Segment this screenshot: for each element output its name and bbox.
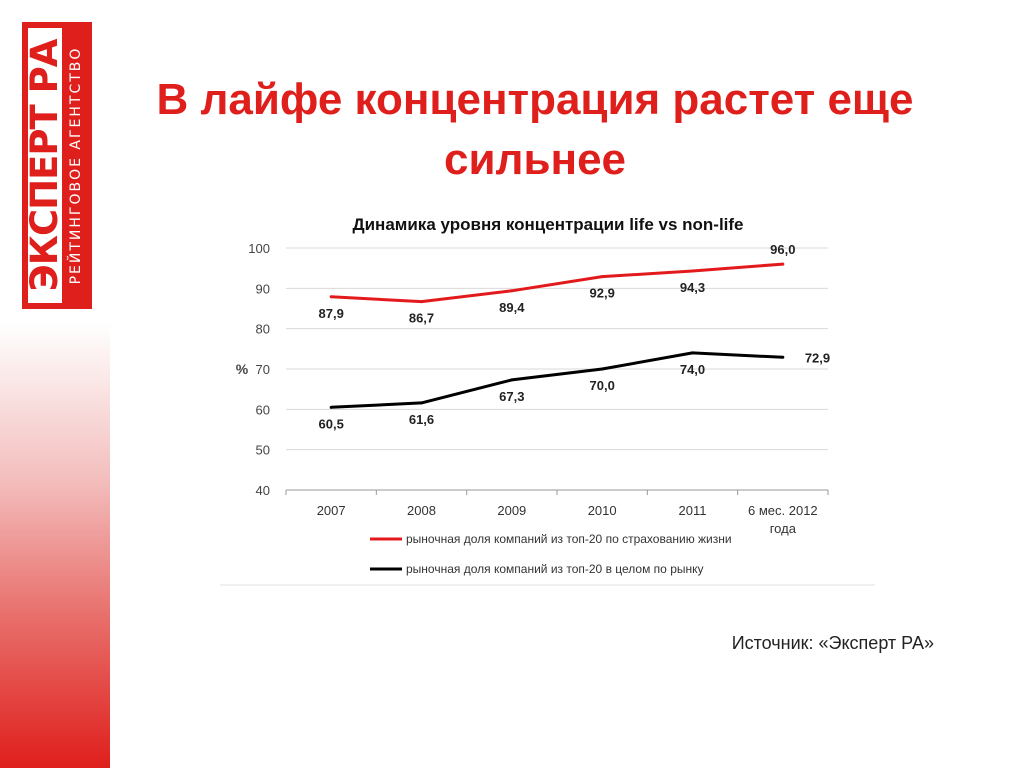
data-label: 70,0	[590, 378, 615, 393]
data-label: 60,5	[319, 416, 344, 431]
life-series-line	[331, 262, 783, 304]
data-point	[691, 351, 694, 355]
data-point	[420, 300, 423, 304]
x-tick-label: 2010	[588, 503, 617, 518]
chart-container: Динамика уровня концентрации life vs non…	[220, 205, 880, 590]
data-label: 89,4	[499, 300, 525, 315]
market-series-line	[331, 351, 783, 409]
x-tick-label: 6 мес. 2012	[748, 503, 818, 518]
data-label: 87,9	[319, 306, 344, 321]
data-label: 86,7	[409, 311, 434, 326]
logo-subtitle-text: РЕЙТИНГОВОЕ АГЕНТСТВО	[68, 46, 84, 285]
data-label: 94,3	[680, 280, 705, 295]
data-label: 72,9	[805, 350, 830, 365]
y-axis-label: %	[236, 361, 249, 377]
logo-main-text: ЭКСПЕРТ РА	[28, 28, 62, 303]
data-label: 61,6	[409, 412, 434, 427]
source-note: Источник: «Эксперт РА»	[731, 633, 934, 653]
data-point	[781, 355, 785, 359]
data-point	[510, 289, 514, 293]
x-tick-label: 2011	[679, 503, 707, 518]
data-point	[420, 401, 423, 405]
chart-title: Динамика уровня концентрации life vs non…	[353, 215, 744, 234]
y-tick-label: 90	[256, 281, 270, 296]
y-tick-label: 60	[256, 402, 270, 417]
line-chart: Динамика уровня концентрации life vs non…	[220, 215, 875, 586]
data-label: 67,3	[499, 389, 524, 404]
data-point	[600, 275, 604, 279]
data-label: 74,0	[680, 362, 705, 377]
slide-title: В лайфе концентрация растет еще сильнее	[156, 75, 914, 184]
data-point	[781, 262, 785, 266]
company-logo: ЭКСПЕРТ РА РЕЙТИНГОВОЕ АГЕНТСТВО	[22, 22, 92, 309]
legend-label: рыночная доля компаний из топ-20 в целом…	[406, 562, 704, 576]
legend-label: рыночная доля компаний из топ-20 по стра…	[406, 532, 732, 546]
x-tick-label: 2008	[407, 503, 436, 518]
x-tick-label: 2007	[317, 503, 346, 518]
data-point	[329, 405, 333, 409]
data-point	[600, 367, 604, 371]
data-point	[510, 378, 514, 382]
y-tick-label: 100	[248, 241, 270, 256]
data-point	[691, 269, 694, 273]
x-tick-label: года	[770, 521, 797, 536]
y-tick-label: 40	[256, 483, 270, 498]
data-point	[329, 295, 333, 299]
y-tick-label: 50	[256, 443, 270, 458]
data-label: 96,0	[770, 242, 795, 257]
x-tick-label: 2009	[497, 503, 526, 518]
data-label: 92,9	[590, 286, 615, 301]
y-tick-label: 80	[256, 322, 270, 337]
y-tick-label: 70	[256, 362, 270, 377]
